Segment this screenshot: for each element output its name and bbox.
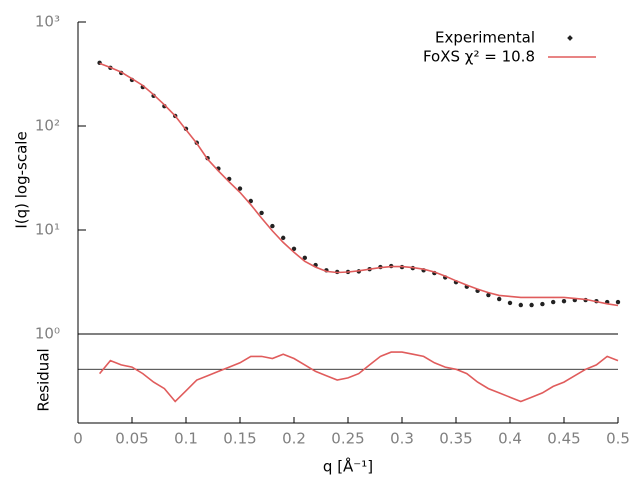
- x-tick-label: 0.3: [390, 430, 414, 448]
- data-point: [237, 186, 243, 191]
- x-tick-label: 0.05: [115, 430, 148, 448]
- x-tick-label: 0.35: [439, 430, 472, 448]
- x-tick-label: 0.25: [331, 430, 364, 448]
- fit-line: [99, 62, 619, 307]
- legend-label: FoXS χ² = 10.8: [423, 48, 535, 66]
- residual-axis-label: Residual: [35, 348, 53, 411]
- x-tick-label: 0.45: [547, 430, 580, 448]
- residual-line: [98, 351, 619, 403]
- y-axis-label: I(q) log-scale: [13, 131, 31, 228]
- legend-label: Experimental: [435, 29, 535, 47]
- x-tick-label: 0.15: [223, 430, 256, 448]
- data-point: [551, 299, 556, 305]
- data-point: [291, 246, 297, 251]
- data-point: [561, 298, 567, 304]
- data-point: [497, 296, 502, 302]
- data-point: [540, 301, 545, 307]
- x-tick-label: 0.4: [498, 430, 522, 448]
- x-axis-label: q [Å⁻¹]: [323, 457, 373, 476]
- data-point: [281, 235, 286, 241]
- data-point: [529, 302, 534, 308]
- data-point: [486, 292, 491, 298]
- data-point: [507, 300, 513, 306]
- data-point: [270, 223, 275, 229]
- x-tick-label: 0.5: [606, 430, 630, 448]
- data-point: [518, 302, 523, 308]
- y-tick-label: 10¹: [35, 221, 60, 239]
- data-point: [302, 255, 307, 261]
- y-tick-label: 10²: [35, 117, 60, 135]
- y-tick-label: 10³: [35, 13, 60, 31]
- y-tick-label: 10⁰: [35, 325, 60, 343]
- data-point: [259, 210, 264, 216]
- x-tick-label: 0.1: [174, 430, 198, 448]
- x-tick-label: 0: [73, 430, 83, 448]
- data-point: [615, 299, 621, 305]
- data-point: [248, 198, 253, 204]
- x-tick-label: 0.2: [282, 430, 306, 448]
- legend-marker: [567, 35, 573, 41]
